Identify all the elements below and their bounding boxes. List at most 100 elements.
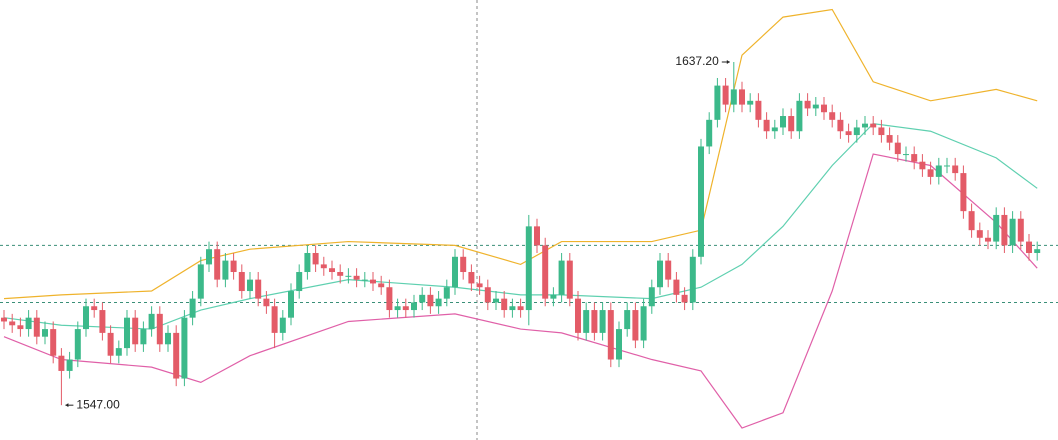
candle-body	[181, 317, 188, 379]
candle-body	[91, 306, 98, 311]
candle-body	[763, 119, 770, 132]
candle-body	[911, 154, 918, 162]
candle-body	[107, 332, 114, 356]
candle-body	[238, 272, 245, 292]
candle-body	[583, 310, 590, 333]
annotation-label: 1637.20	[675, 54, 719, 68]
candle-body	[599, 310, 606, 333]
candle-body	[370, 279, 376, 284]
candle-body	[378, 283, 385, 288]
candle-body	[493, 298, 499, 303]
candle-body	[542, 245, 549, 299]
candle-body	[484, 287, 491, 303]
candle-body	[616, 329, 622, 360]
band-line	[3, 153, 1038, 429]
candle-body	[894, 142, 901, 155]
candle-body	[361, 279, 368, 281]
candle-body	[206, 249, 212, 265]
candle-body	[821, 104, 827, 113]
candle-body	[976, 230, 983, 238]
candle-body	[755, 100, 762, 120]
candle-body	[886, 135, 893, 143]
candle-body	[353, 275, 360, 280]
candle-body	[394, 306, 401, 311]
candle-body	[517, 306, 524, 311]
candle-body	[197, 264, 204, 299]
candle-body	[788, 116, 795, 132]
band-line	[3, 123, 1038, 330]
candle-body	[402, 306, 409, 311]
candle-body	[812, 104, 819, 109]
candle-body	[509, 306, 516, 311]
candle-body	[796, 100, 803, 132]
candle-body	[99, 310, 106, 333]
candle-body	[927, 169, 934, 177]
candle-body	[681, 294, 688, 303]
candle-body	[214, 249, 221, 280]
candle-body	[960, 173, 967, 212]
candle-body	[255, 279, 262, 299]
candle-body	[1, 317, 7, 322]
candle-body	[271, 306, 278, 333]
candle-body	[1009, 218, 1016, 246]
candle-body	[624, 310, 631, 330]
candle-body	[550, 294, 557, 299]
candle-body	[706, 119, 713, 147]
candle-body	[386, 287, 393, 311]
candle-body	[156, 313, 163, 345]
candle-body	[263, 298, 270, 307]
candle-body	[501, 298, 508, 311]
candle-body	[534, 226, 540, 246]
candle-body	[33, 317, 40, 337]
candle-body	[124, 317, 130, 349]
candle-body	[304, 252, 311, 273]
candle-body	[345, 275, 352, 277]
candle-body	[853, 127, 860, 136]
candle-body	[83, 306, 89, 330]
candle-body	[870, 123, 877, 128]
annotation-arrowhead	[65, 403, 69, 408]
candle-body	[312, 252, 319, 265]
candle-body	[739, 89, 745, 105]
candle-body	[329, 268, 335, 273]
candle-body	[780, 116, 786, 128]
candle-body	[337, 272, 344, 276]
candle-body	[698, 146, 704, 257]
candle-body	[862, 123, 868, 128]
candle-body	[665, 260, 672, 280]
candle-body	[476, 283, 483, 288]
candle-body	[288, 291, 294, 318]
candle-body	[993, 214, 1000, 242]
candle-body	[460, 256, 467, 273]
candle-body	[50, 329, 57, 356]
candle-body	[9, 321, 16, 326]
candle-body	[845, 131, 852, 136]
candle-body	[1034, 249, 1041, 253]
candle-body	[657, 260, 663, 288]
candle-body	[148, 313, 155, 330]
annotation-arrowhead	[726, 60, 730, 65]
candle-body	[165, 332, 171, 345]
candle-body	[591, 310, 598, 333]
candle-body	[935, 165, 942, 177]
candle-body	[74, 329, 81, 360]
candle-body	[903, 154, 909, 156]
candle-body	[296, 272, 303, 292]
candle-body	[689, 256, 696, 303]
candle-body	[42, 329, 48, 337]
candle-body	[968, 211, 975, 231]
candle-body	[132, 317, 139, 345]
candle-body	[189, 298, 196, 318]
candle-body	[1026, 241, 1032, 253]
candle-body	[419, 294, 426, 303]
candle-body	[427, 294, 434, 307]
candle-body	[411, 302, 417, 311]
candle-body	[648, 287, 655, 307]
annotation-label: 1547.00	[76, 397, 120, 411]
candle-body	[878, 127, 885, 136]
candle-body	[558, 260, 565, 295]
candle-body	[730, 89, 737, 105]
candle-body	[566, 260, 573, 299]
candle-body	[279, 317, 286, 333]
